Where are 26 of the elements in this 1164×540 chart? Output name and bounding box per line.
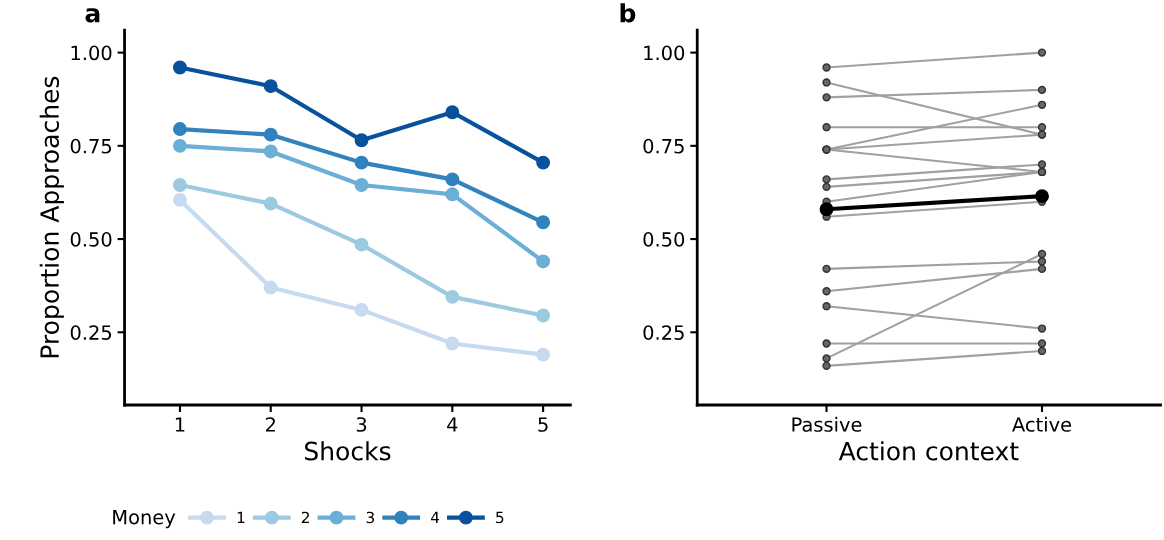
y-tick-label: 0.50 (70, 232, 112, 247)
legend-title: Money (113, 509, 176, 529)
y-tick-label: 0.25 (643, 325, 684, 340)
y-tick-label: 1.00 (71, 45, 112, 61)
y-tick-label: 1.00 (644, 45, 685, 61)
legend-label: 3 (366, 511, 375, 524)
x-tick-label: 5 (538, 417, 548, 432)
x-tick-label: 2 (265, 417, 275, 432)
x-axis-title: Shocks (304, 441, 391, 461)
x-tick-label: Active (1012, 416, 1072, 432)
y-tick-label: 0.75 (643, 138, 684, 154)
legend-label: 2 (301, 511, 309, 523)
legend-label: 5 (496, 511, 504, 524)
x-tick-label: 1 (175, 417, 185, 432)
text: b (620, 3, 636, 23)
y-tick-label: 0.25 (70, 325, 112, 340)
y-tick-label: 0.50 (643, 232, 685, 247)
y-tick-label: 0.75 (70, 138, 112, 154)
legend-label: 1 (237, 511, 245, 523)
y-axis-title: Proportion Approaches (39, 76, 64, 358)
x-tick-label: 3 (356, 417, 367, 432)
text: a (85, 8, 100, 23)
legend-label: 4 (430, 511, 440, 523)
x-tick-label: 4 (447, 417, 458, 432)
x-tick-label: Passive (792, 416, 862, 432)
x-axis-title: Action context (838, 441, 1019, 461)
